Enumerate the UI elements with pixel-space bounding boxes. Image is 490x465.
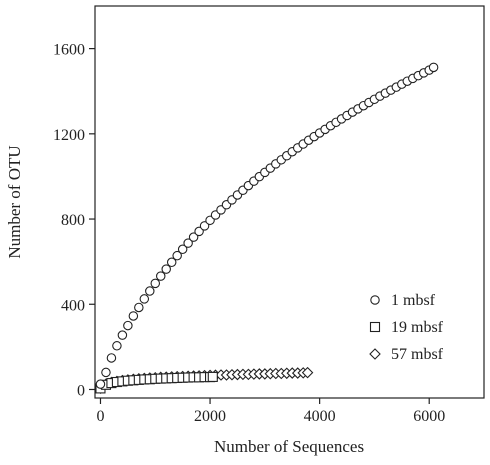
point-circle-14	[172, 250, 182, 261]
point-circle-12	[161, 264, 171, 274]
point-circle-17	[188, 232, 199, 242]
point-circle-19	[199, 221, 210, 231]
point-circle-61	[428, 62, 439, 73]
point-circle-11	[155, 271, 166, 281]
plot-frame	[94, 5, 485, 399]
y-tick-label-1: 400	[61, 297, 85, 314]
point-circle-5	[123, 320, 133, 331]
point-circle-10	[150, 278, 161, 289]
x-tick-label-1: 2000	[194, 408, 226, 425]
legend-label-circle: 1 mbsf	[391, 292, 436, 309]
point-circle-1	[101, 367, 111, 378]
legend: 1 mbsf 19 mbsf 57 mbsf	[369, 292, 444, 363]
point-circle-7	[134, 302, 144, 313]
series-circle	[95, 62, 439, 389]
y-tick-label-4: 1600	[53, 42, 85, 59]
x-axis-title: Number of Sequences	[214, 437, 364, 456]
y-tick-label-2: 800	[61, 212, 85, 229]
point-circle-18	[194, 226, 204, 237]
legend-label-square: 19 mbsf	[391, 319, 444, 336]
y-tick-label-3: 1200	[53, 127, 85, 144]
data-points	[94, 62, 439, 394]
x-tick-label-2: 4000	[304, 408, 336, 425]
point-circle-6	[128, 311, 139, 321]
point-circle-15	[177, 244, 188, 255]
y-tick-label-0: 0	[77, 382, 85, 399]
legend-marker-diamond	[369, 348, 381, 360]
legend-label-diamond: 57 mbsf	[391, 346, 444, 363]
point-circle-9	[145, 286, 155, 296]
point-circle-13	[166, 257, 177, 268]
series-square	[95, 371, 218, 394]
x-tick-label-0: 0	[96, 408, 104, 425]
point-circle-2	[106, 353, 117, 363]
tick-marks	[89, 48, 430, 404]
x-tick-label-3: 6000	[413, 408, 445, 425]
y-axis-title: Number of OTU	[5, 145, 24, 258]
point-circle-4	[117, 330, 128, 340]
tick-labels: 0 2000 4000 6000 0 400 800 1200 1600	[53, 42, 445, 425]
point-circle-0	[95, 379, 106, 389]
legend-marker-square	[369, 321, 381, 333]
point-circle-8	[139, 294, 150, 304]
point-square-21	[207, 371, 218, 382]
point-circle-3	[112, 341, 122, 351]
legend-marker-circle	[370, 295, 380, 305]
point-diamond-38	[301, 366, 314, 379]
point-circle-16	[183, 238, 193, 248]
